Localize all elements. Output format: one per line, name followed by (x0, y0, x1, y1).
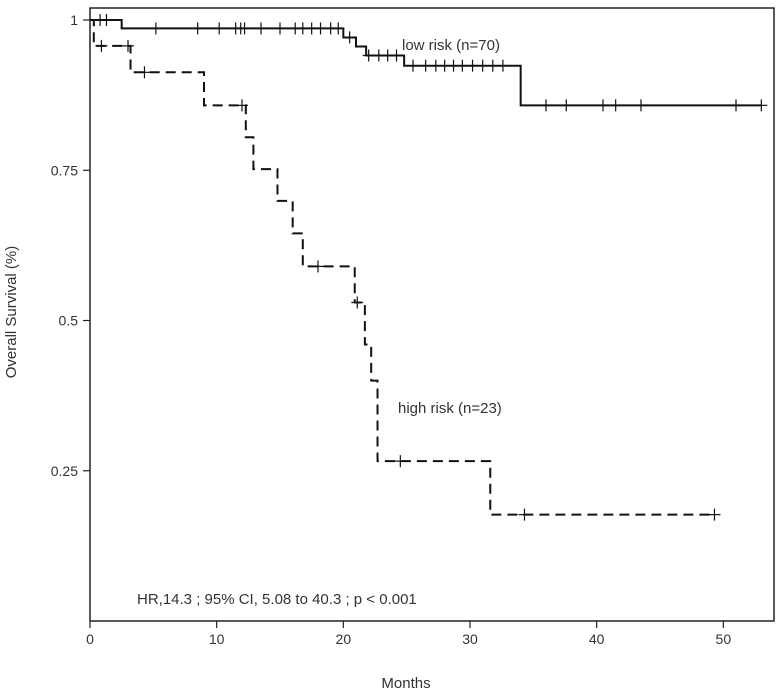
censor-mark-low-risk (390, 49, 403, 62)
annotation-stats: HR,14.3 ; 95% CI, 5.08 to 40.3 ; p < 0.0… (137, 591, 417, 608)
censor-mark-low-risk (362, 49, 375, 62)
y-axis-title: Overall Survival (%) (3, 246, 20, 379)
x-tick-label: 0 (86, 631, 94, 647)
x-tick-label: 40 (589, 631, 605, 647)
x-tick-label: 10 (209, 631, 225, 647)
censor-mark-low-risk (100, 14, 113, 27)
y-tick-label: 0.75 (51, 162, 78, 178)
censor-mark-high-risk (95, 39, 108, 52)
y-tick-label: 1 (70, 12, 78, 28)
series-layer (90, 14, 768, 521)
censor-mark-low-risk (597, 99, 609, 112)
censor-mark-low-risk (755, 99, 768, 112)
plot-frame (89, 7, 775, 622)
y-tick-label: 0.25 (51, 463, 78, 479)
censor-mark-low-risk (496, 59, 509, 72)
x-axis-title: Months (381, 675, 430, 692)
censor-mark-high-risk (351, 296, 364, 309)
censor-mark-low-risk (486, 59, 499, 72)
censor-mark-high-risk (312, 260, 324, 273)
censor-mark-low-risk (314, 22, 327, 35)
censor-mark-low-risk (560, 99, 573, 112)
censor-mark-low-risk (407, 59, 419, 72)
censor-mark-high-risk (518, 508, 531, 521)
censor-mark-low-risk (456, 59, 469, 72)
censor-mark-high-risk (138, 66, 151, 79)
censor-mark-low-risk (609, 99, 622, 112)
ticks-layer: 0 10 20 30 40 50 1 0.75 0.5 0.25 (51, 12, 732, 647)
censor-mark-high-risk (122, 39, 134, 52)
censor-mark-low-risk (149, 22, 162, 35)
censor-mark-high-risk (236, 99, 248, 112)
censor-mark-low-risk (419, 59, 432, 72)
y-tick-label: 0.5 (59, 313, 79, 329)
censor-mark-low-risk (730, 99, 742, 112)
series-line-high-risk (90, 19, 715, 516)
censor-mark-low-risk (191, 22, 204, 35)
x-tick-label: 30 (462, 631, 478, 647)
censor-mark-high-risk (708, 508, 721, 521)
censor-mark-low-risk (238, 22, 251, 35)
x-tick-label: 50 (716, 631, 732, 647)
x-tick-label: 20 (336, 631, 352, 647)
censor-mark-high-risk (394, 455, 407, 468)
censor-mark-low-risk (332, 22, 345, 35)
annotation-high-risk: high risk (n=23) (398, 400, 502, 417)
censor-mark-low-risk (343, 31, 356, 44)
censor-mark-low-risk (476, 59, 489, 72)
censor-mark-low-risk (540, 99, 552, 112)
censor-mark-low-risk (466, 59, 479, 72)
censor-mark-low-risk (274, 22, 286, 35)
annotation-low-risk: low risk (n=70) (402, 37, 500, 54)
censor-mark-low-risk (635, 99, 647, 112)
censor-mark-low-risk (213, 22, 226, 35)
censor-mark-low-risk (255, 22, 267, 35)
